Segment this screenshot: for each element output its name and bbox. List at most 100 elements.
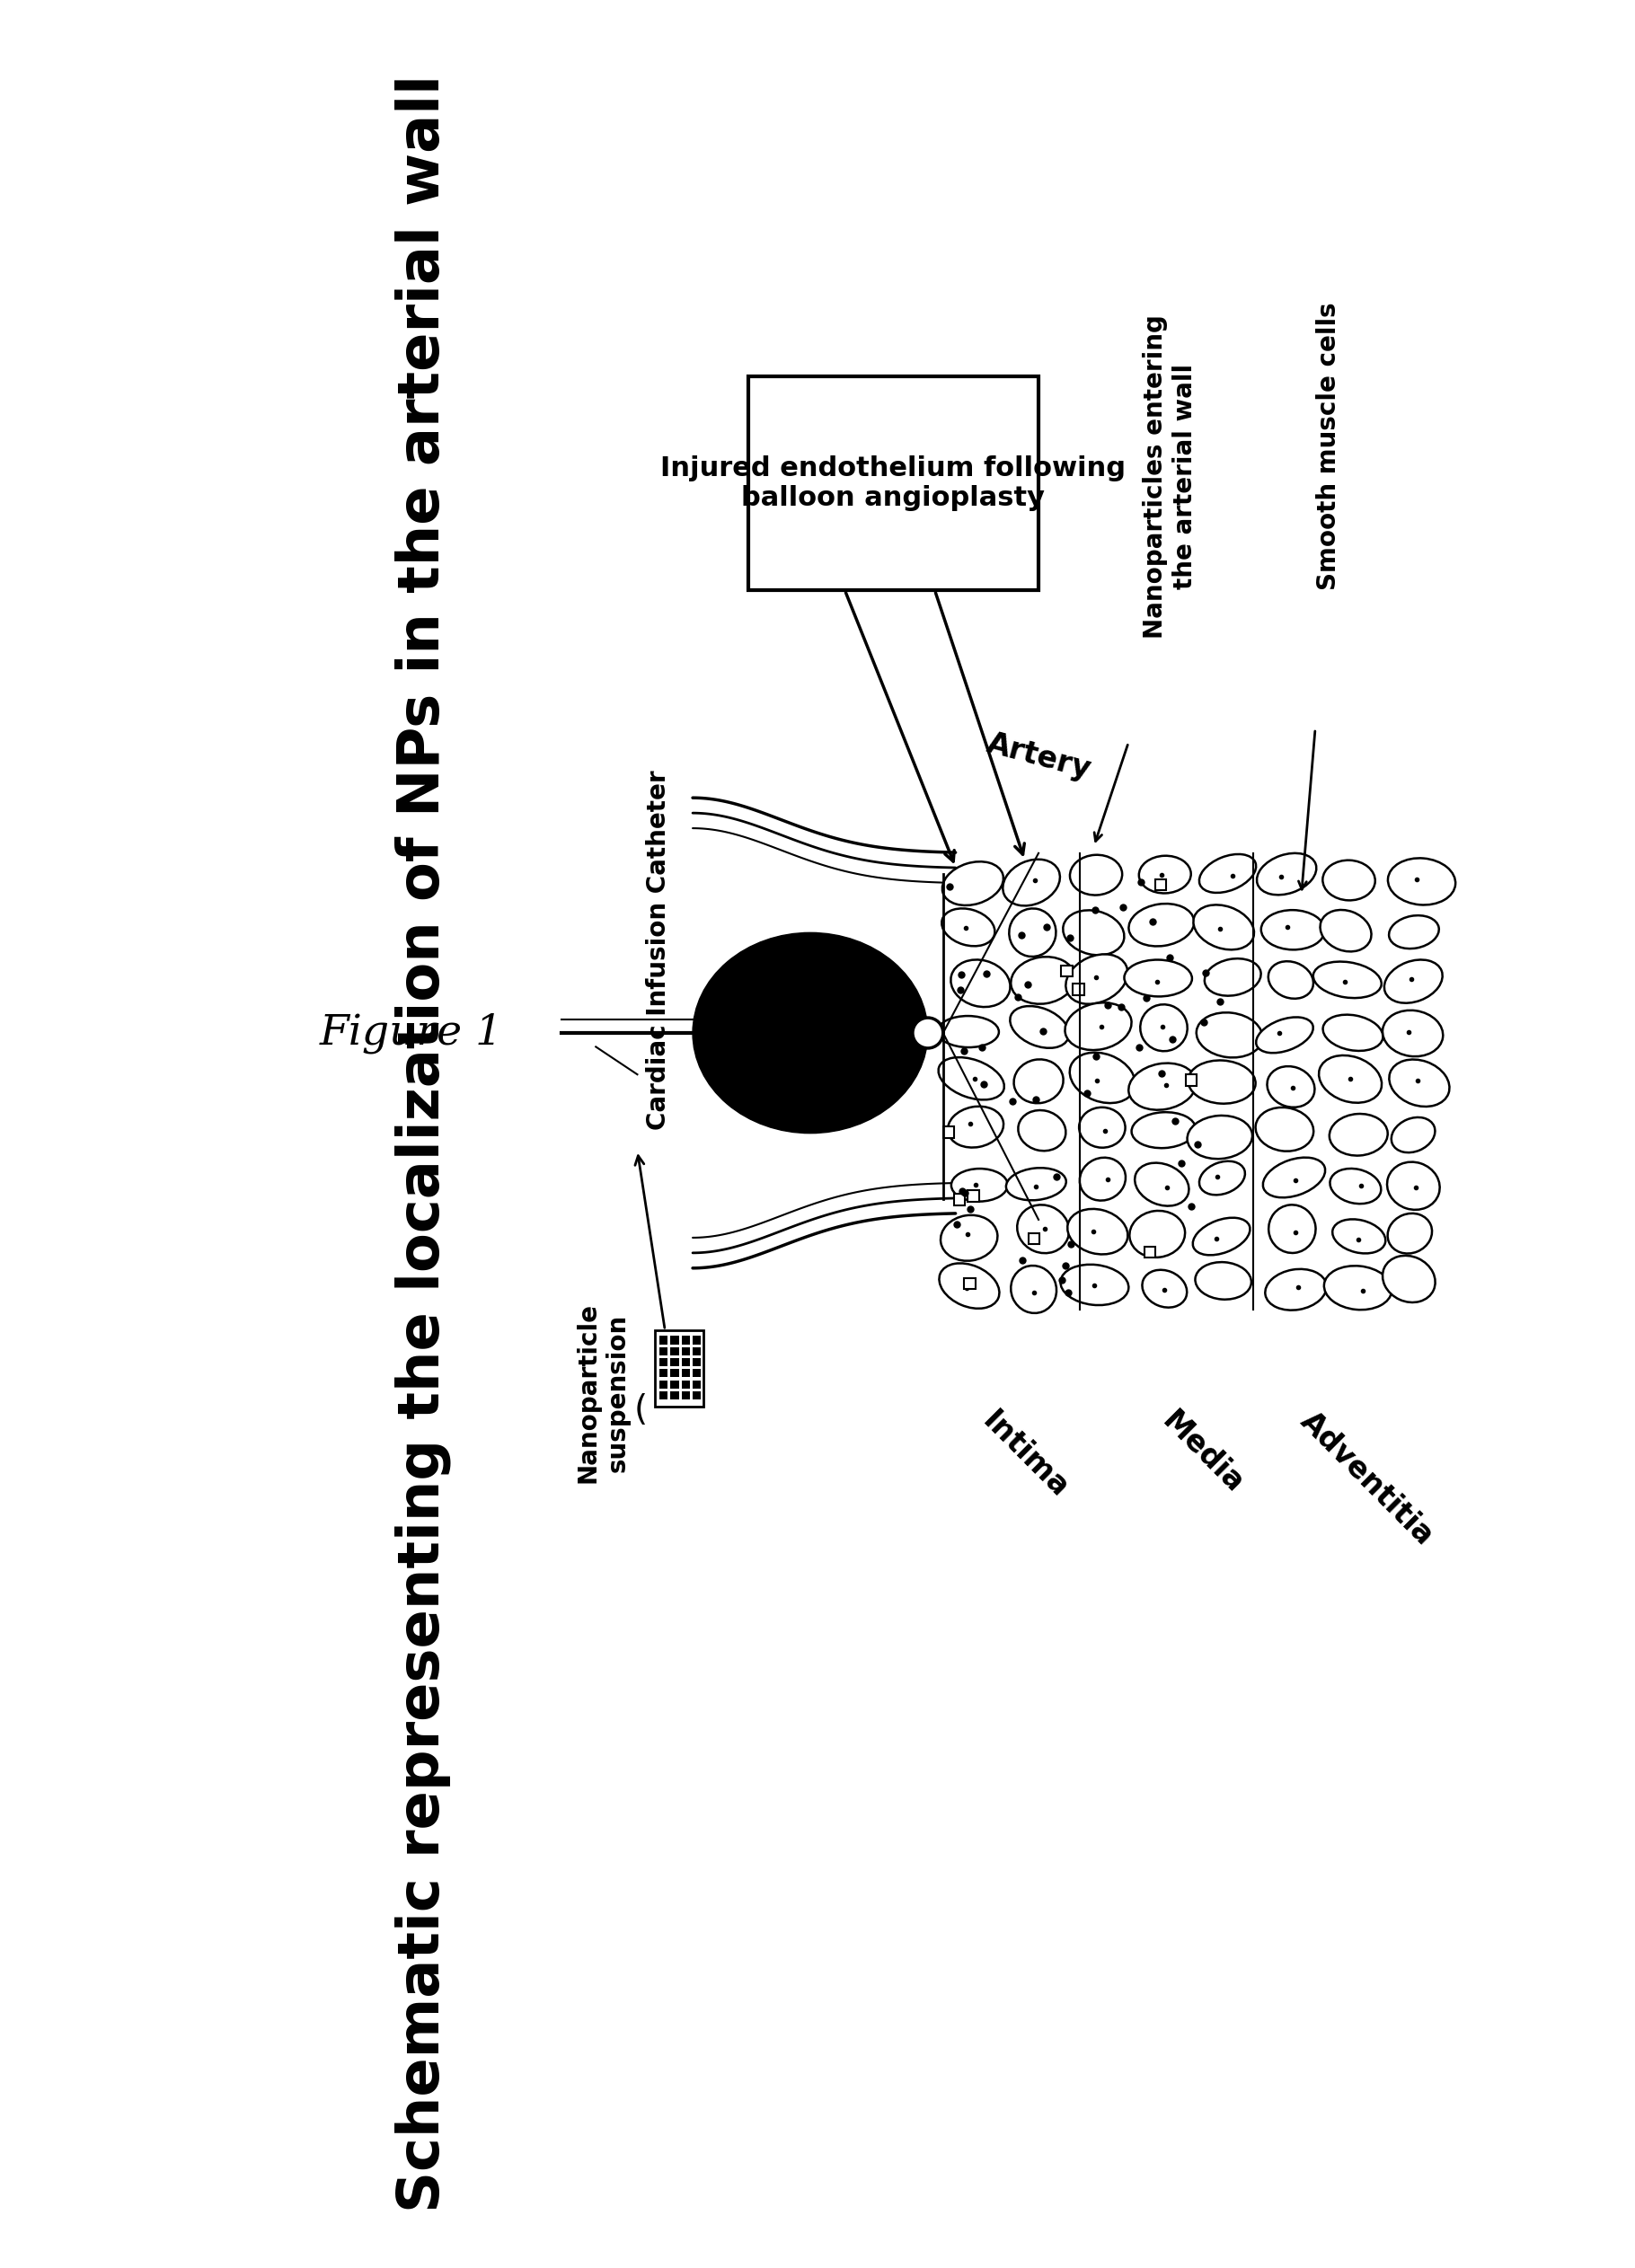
Ellipse shape [1198,855,1256,894]
Ellipse shape [1391,1118,1436,1152]
Ellipse shape [1205,959,1261,996]
Bar [1156,880,1166,889]
Ellipse shape [1390,916,1439,948]
Bar [693,1336,701,1345]
Ellipse shape [1017,1204,1069,1254]
Bar [659,1359,667,1365]
Text: Schematic representing the localization of NPs in the arterial wall: Schematic representing the localization … [394,75,451,2214]
Ellipse shape [1128,903,1194,946]
Bar [670,1336,679,1345]
Ellipse shape [1061,1266,1128,1304]
Ellipse shape [1130,1211,1185,1256]
Ellipse shape [942,862,1004,905]
Bar [1073,984,1084,996]
Ellipse shape [952,959,1010,1007]
Bar [682,1370,690,1377]
Ellipse shape [1386,1161,1440,1209]
Bar [682,1390,690,1399]
Text: Smooth muscle cells: Smooth muscle cells [1316,302,1342,590]
Ellipse shape [1197,1012,1262,1057]
Bar [682,1381,690,1388]
Ellipse shape [1063,909,1125,955]
Ellipse shape [938,1057,1004,1100]
Text: Injured endothelium following
balloon angioplasty: Injured endothelium following balloon an… [661,456,1127,510]
Ellipse shape [942,909,994,946]
Ellipse shape [1019,1111,1066,1150]
Bar [682,1359,690,1365]
Text: Nanoparticles entering
the arterial wall: Nanoparticles entering the arterial wall [1143,315,1197,640]
Ellipse shape [1189,1061,1256,1105]
Ellipse shape [1267,1066,1315,1107]
Ellipse shape [1333,1220,1385,1254]
Bar [953,1193,965,1204]
Ellipse shape [1323,860,1375,900]
Ellipse shape [1383,1256,1436,1302]
Bar [659,1347,667,1356]
Ellipse shape [1079,1157,1125,1200]
Bar [943,1127,955,1139]
Bar [693,1381,701,1388]
Bar [968,1191,979,1202]
Ellipse shape [1319,1055,1382,1102]
Text: Intima: Intima [976,1406,1074,1504]
Bar [682,1336,690,1345]
Ellipse shape [1140,1005,1187,1050]
Bar [682,1347,690,1356]
Bar [965,1279,974,1288]
Bar [1061,966,1073,978]
Ellipse shape [1194,1218,1251,1254]
Bar [693,1390,701,1399]
Ellipse shape [1068,1209,1128,1254]
Ellipse shape [948,1107,1004,1148]
Ellipse shape [1329,1168,1382,1204]
Ellipse shape [940,1216,997,1261]
Ellipse shape [1187,1116,1252,1159]
Ellipse shape [1140,855,1190,894]
Ellipse shape [1002,860,1059,905]
Ellipse shape [952,1168,1007,1202]
Ellipse shape [1135,1163,1189,1207]
Ellipse shape [1388,857,1455,905]
Ellipse shape [1385,959,1442,1002]
Bar [1185,1075,1197,1086]
Bar [693,1370,701,1377]
Bar [1144,1247,1156,1259]
Ellipse shape [1257,853,1316,896]
Ellipse shape [1131,1111,1195,1148]
Ellipse shape [1010,957,1074,1005]
Ellipse shape [1069,855,1122,896]
Ellipse shape [1383,1009,1444,1057]
Ellipse shape [1329,1114,1388,1157]
Ellipse shape [1269,1204,1316,1252]
Ellipse shape [1079,1107,1125,1148]
Ellipse shape [1265,1270,1326,1311]
Bar [654,1331,703,1406]
Ellipse shape [1009,909,1056,957]
Bar [693,1347,701,1356]
Bar [670,1390,679,1399]
Ellipse shape [937,1016,999,1048]
Text: Artery: Artery [983,728,1094,785]
Ellipse shape [1319,909,1372,953]
Ellipse shape [1010,1266,1056,1313]
Ellipse shape [1125,959,1192,996]
Ellipse shape [1313,962,1382,998]
Ellipse shape [1261,909,1324,950]
Text: Cardiac Infusion Catheter: Cardiac Infusion Catheter [646,771,670,1129]
Bar [659,1370,667,1377]
Ellipse shape [1390,1059,1450,1107]
Text: Media: Media [1156,1406,1249,1499]
Ellipse shape [938,1263,999,1309]
Bar [670,1359,679,1365]
Circle shape [912,1018,943,1048]
Ellipse shape [1010,1007,1069,1048]
Ellipse shape [1194,905,1254,950]
Text: (: ( [634,1393,647,1427]
Ellipse shape [1269,962,1313,998]
Ellipse shape [1388,1213,1432,1254]
Ellipse shape [1128,1064,1197,1109]
Ellipse shape [693,932,929,1134]
Bar [693,1359,701,1365]
Text: Figure 1: Figure 1 [319,1012,502,1052]
Ellipse shape [1256,1016,1313,1052]
